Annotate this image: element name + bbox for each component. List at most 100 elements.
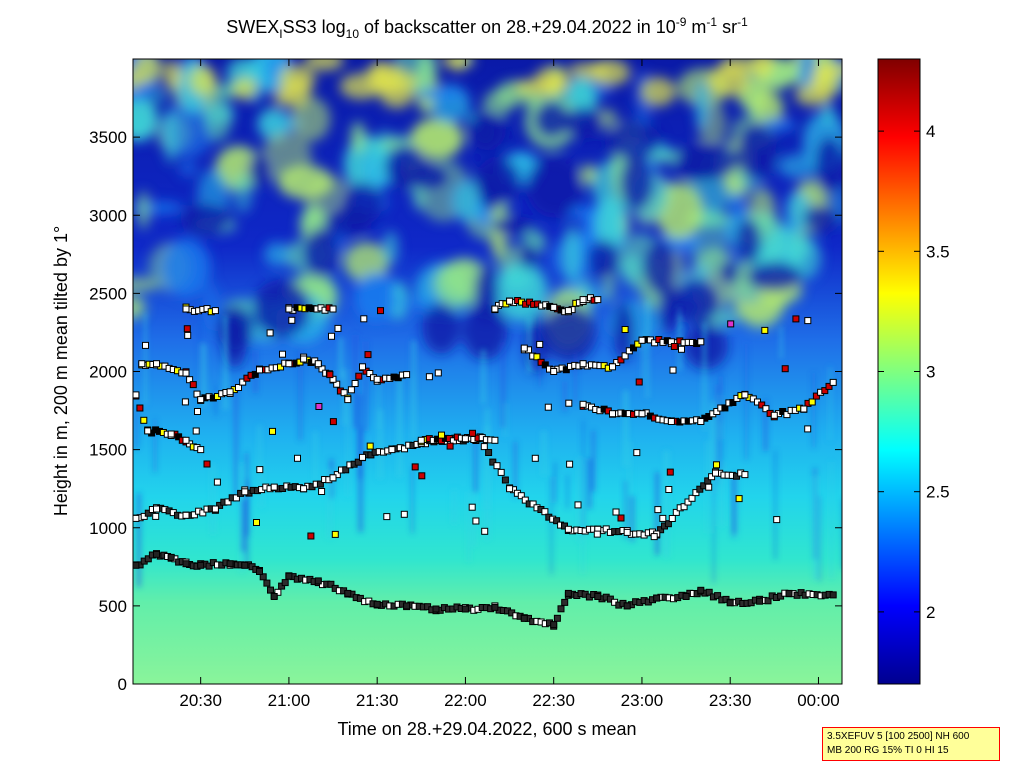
streak: [378, 409, 383, 479]
layer-marker: [783, 411, 791, 419]
clear-air-patch: [803, 204, 839, 234]
layer-marker: [285, 572, 293, 580]
scatter-marker: [377, 307, 384, 315]
layer-marker: [235, 384, 242, 391]
streak: [136, 493, 141, 587]
streak: [538, 316, 541, 387]
clear-air-patch: [681, 140, 739, 181]
scatter-marker: [612, 508, 620, 516]
streak: [587, 458, 592, 509]
layer-marker: [756, 597, 764, 605]
cloud-patch: [291, 96, 331, 142]
layer-marker: [314, 360, 322, 368]
layer-marker: [708, 473, 716, 481]
layer-marker: [199, 509, 207, 517]
x-axis: 20:30 21:00 21:30 22:00 22:30 23:00 23:30 00:00: [179, 59, 840, 710]
streak: [566, 475, 569, 509]
layer-marker: [653, 594, 661, 602]
layer-marker: [256, 366, 263, 374]
scatter-marker: [279, 350, 286, 358]
layer-marker: [729, 399, 737, 406]
cloud-patch-bright: [305, 59, 344, 71]
cloud-patch: [382, 231, 399, 265]
clear-air-patch: [462, 302, 508, 360]
layer-marker: [489, 458, 497, 466]
scatter-marker: [705, 483, 713, 491]
layer-marker: [712, 469, 719, 477]
colorbar-tick-label: 2.5: [926, 483, 950, 502]
streak: [153, 419, 157, 473]
streak: [812, 372, 815, 448]
scatter-marker: [635, 378, 643, 386]
streak: [134, 409, 138, 449]
layer-marker: [541, 508, 549, 516]
layer-marker: [388, 446, 396, 454]
cloud-patch-bright: [640, 77, 676, 107]
clear-air-patch: [587, 239, 621, 279]
scatter-marker: [665, 486, 673, 493]
cloud-patch: [410, 118, 464, 160]
layer-marker: [403, 371, 411, 379]
scatter-marker: [256, 466, 264, 474]
layer-marker: [491, 305, 499, 313]
scatter-marker: [184, 331, 192, 339]
cloud-patch: [178, 160, 198, 177]
layer-marker: [373, 375, 381, 383]
clear-air-patch: [814, 136, 842, 195]
scatter-marker: [659, 514, 667, 522]
streak: [234, 381, 238, 501]
clear-air-patch: [252, 279, 311, 338]
streak: [198, 323, 201, 404]
cloud-patch-bright: [188, 65, 217, 96]
layer-marker: [153, 360, 160, 368]
layer-marker: [256, 568, 263, 575]
scatter-marker: [411, 463, 419, 471]
layer-marker: [270, 483, 278, 491]
streak: [829, 366, 832, 441]
scatter-marker: [418, 472, 426, 480]
cloud-patch-bright: [232, 77, 258, 100]
layer-marker: [557, 605, 565, 613]
layer-marker: [741, 471, 749, 479]
streak: [712, 482, 715, 583]
y-tick-label: 3500: [89, 128, 127, 147]
layer-marker: [241, 561, 249, 569]
streak: [582, 421, 585, 535]
scatter-marker: [468, 503, 476, 511]
clear-air-patch: [673, 278, 721, 325]
clear-air-patch: [247, 151, 273, 187]
title-part-b: I: [279, 27, 282, 41]
scatter-marker: [360, 315, 368, 323]
layer-marker: [211, 505, 219, 513]
y-tick-label: 1500: [89, 441, 127, 460]
streak: [299, 349, 302, 441]
layer-marker: [800, 405, 808, 413]
scatter-marker: [469, 429, 476, 437]
y-tick-label: 2000: [89, 363, 127, 382]
layer-marker: [403, 602, 411, 610]
layer-marker: [617, 356, 625, 364]
layer-marker: [672, 508, 680, 516]
cloud-patch-bright: [133, 69, 142, 91]
scatter-marker: [366, 442, 374, 450]
scatter-marker: [633, 449, 641, 457]
cloud-patch: [689, 212, 728, 275]
y-axis-label: Height in m, 200 m mean tilted by 1°: [51, 226, 71, 516]
streak: [813, 476, 818, 580]
scatter-marker: [307, 532, 315, 540]
backscatter-texture: [133, 59, 842, 373]
layer-marker: [550, 303, 558, 311]
layer-marker: [318, 365, 326, 373]
streak: [720, 376, 723, 471]
streak: [818, 495, 821, 582]
streak: [473, 431, 478, 493]
streak: [481, 349, 486, 404]
layer-marker: [664, 520, 672, 528]
scatter-marker: [269, 427, 276, 435]
scatter-marker: [472, 517, 480, 525]
layer-marker: [485, 449, 493, 456]
layer-marker: [561, 598, 569, 606]
streak: [260, 463, 264, 508]
scatter-marker: [203, 460, 211, 468]
